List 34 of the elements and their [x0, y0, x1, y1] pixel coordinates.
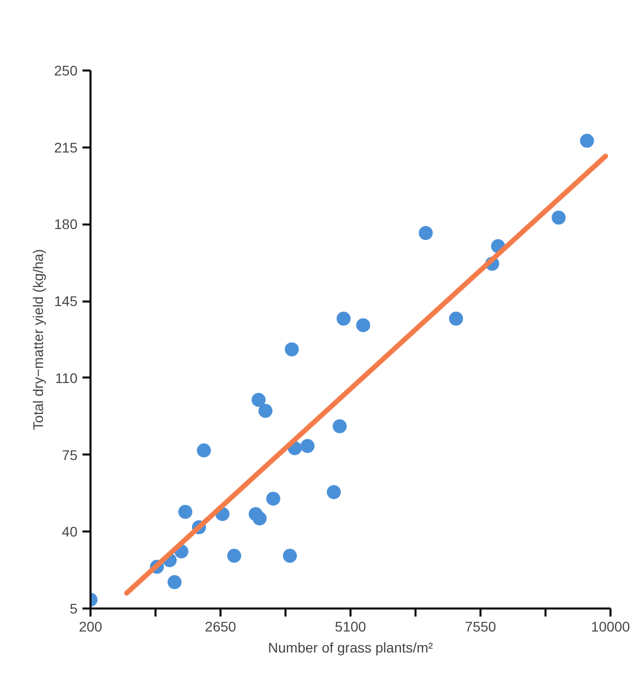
- y-tick-label: 180: [54, 216, 78, 232]
- x-tick-label: 5100: [334, 618, 366, 634]
- point: [580, 134, 594, 148]
- y-tick-label: 110: [55, 370, 78, 386]
- point: [356, 318, 370, 332]
- point: [282, 548, 297, 563]
- point: [266, 492, 280, 506]
- point: [300, 439, 315, 453]
- y-axis-title: Total dry−matter yield (kg/ha): [30, 249, 46, 430]
- point: [418, 226, 433, 240]
- point: [284, 342, 299, 356]
- point: [227, 548, 242, 563]
- point: [196, 443, 211, 458]
- point: [178, 504, 192, 519]
- point: [336, 312, 351, 326]
- point: [252, 392, 266, 407]
- y-tick-label: 75: [62, 446, 78, 463]
- point: [258, 404, 272, 418]
- x-axis-title: Number of grass plants/m²: [268, 640, 434, 656]
- x-tick-label: 2650: [204, 618, 236, 634]
- y-tick-label: 40: [62, 524, 78, 540]
- point: [168, 575, 182, 590]
- x-tick-label: 200: [78, 618, 102, 634]
- y-tick-label: 145: [54, 293, 78, 310]
- y-tick-label: 215: [54, 139, 78, 156]
- point: [449, 312, 464, 326]
- point: [552, 210, 566, 225]
- y-tick-label: 5: [70, 600, 78, 616]
- x-tick-label: 10000: [591, 618, 630, 634]
- y-tick-label: 250: [54, 62, 78, 78]
- point: [252, 511, 267, 526]
- point: [326, 485, 341, 500]
- x-tick-label: 7550: [464, 618, 496, 634]
- point: [332, 419, 347, 434]
